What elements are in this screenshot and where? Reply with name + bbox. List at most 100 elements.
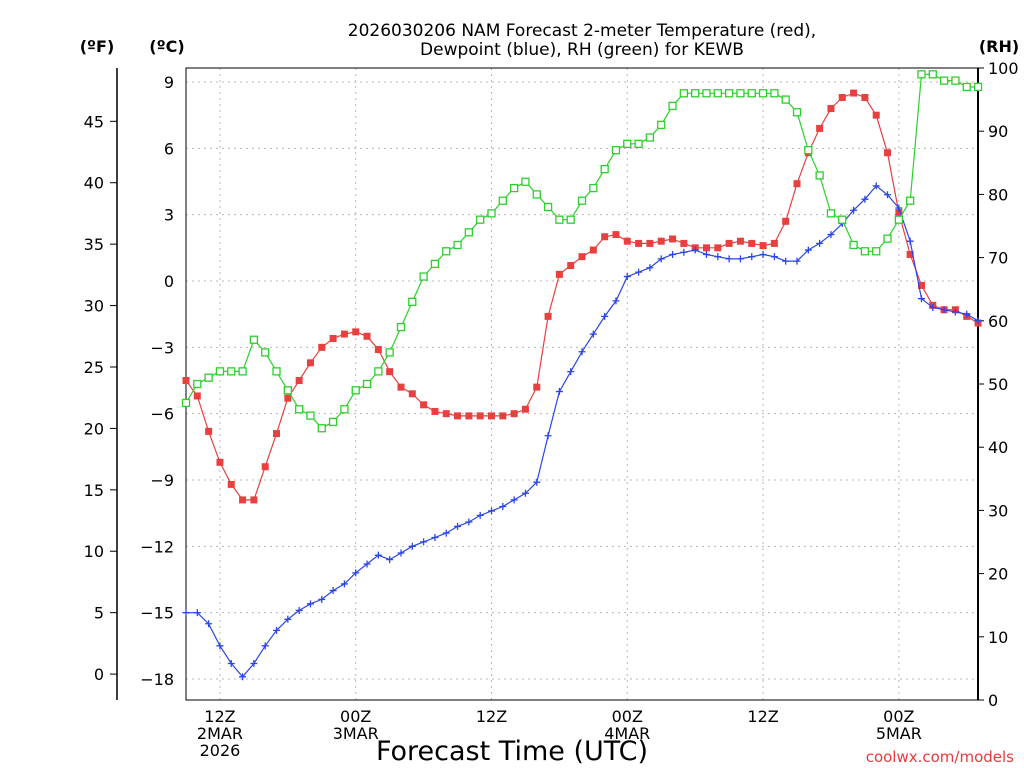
temperature-point [363,332,371,340]
rh-point [611,146,621,155]
dewpoint-point [352,569,360,577]
temperature-point [567,262,575,270]
temperature-point [612,231,620,239]
fahrenheit-tick-label: 10 [84,542,104,561]
rh-point [317,424,326,433]
rh-point [781,95,790,104]
rh-point [328,417,338,427]
temperature-point [601,233,609,241]
dewpoint-point [193,609,201,617]
temperature-point [216,458,224,466]
rh-point [476,215,485,224]
fahrenheit-tick-label: 25 [84,358,104,377]
rh-point [294,405,304,414]
temperature-point [488,412,496,420]
temperature-point [793,180,801,188]
rh-point [498,196,507,205]
rh-point [193,379,202,389]
temperature-point [770,239,778,247]
rh-point [894,215,903,224]
rh-point [792,108,802,117]
series-temperature [182,89,982,504]
temperature-point [465,412,473,420]
dewpoint-point [623,273,631,281]
rh-point [951,76,960,85]
temperature-point [374,346,382,354]
dewpoint-point [951,308,959,316]
dewpoint-point [306,600,314,608]
rh-point [408,297,417,306]
rh-point [351,386,360,395]
dewpoint-point [408,542,416,550]
fahrenheit-tick-label: 30 [84,297,104,316]
dewpoint-point [555,388,563,396]
temperature-point [454,412,462,420]
rh-tick-label: 80 [988,185,1008,204]
rh-point [238,367,247,376]
dewpoint-point [329,587,337,595]
dewpoint-point [669,250,677,258]
temperature-point [476,412,484,420]
x-tick-label: 12Z [747,707,778,726]
dewpoint-point [827,231,835,239]
temperature-point [227,480,235,488]
series-layer [181,70,983,681]
dewpoint-point [567,368,575,376]
temperature-point [917,281,925,289]
x-tick-label: 00Z [883,707,914,726]
x-tick-label: 00Z [612,707,643,726]
celsius-axis-unit: (ºC) [149,37,184,56]
rh-tick-label: 100 [988,59,1019,78]
dewpoint-point [635,268,643,276]
rh-point [600,164,609,174]
rh-point [521,177,530,186]
series-rh [181,70,983,433]
dewpoint-point [397,549,405,557]
temperature-point [397,383,405,391]
temperature-point [193,392,201,400]
rh-point [204,373,213,382]
x-tick-label: 2MAR [197,724,243,743]
rh-tick-label: 10 [988,628,1008,647]
dewpoint-point [646,264,654,272]
x-tick-label: 00Z [340,707,371,726]
temperature-point [250,496,258,504]
rh-point [713,89,722,98]
temperature-point [182,377,190,384]
temperature-point [736,237,744,245]
temperature-point [431,407,439,415]
dewpoint-point [929,304,937,312]
temperature-point [702,244,710,252]
temperature-point [895,208,903,216]
dewpoint-point [793,257,801,265]
dewpoint-point [770,253,778,261]
rh-point [396,322,406,332]
rh-point [215,367,225,376]
dewpoint-point [363,560,371,568]
dewpoint-point [284,615,292,623]
temperature-point [725,239,733,247]
temperature-point [239,496,247,504]
temperature-point [623,237,631,245]
rh-point [430,259,440,269]
x-tick-label: 3MAR [333,724,379,743]
rh-point [838,215,847,224]
dewpoint-point [544,432,552,440]
rh-tick-label: 0 [988,691,998,710]
celsius-tick-label: −18 [140,670,174,689]
fahrenheit-tick-label: 15 [84,481,104,500]
celsius-tick-label: −6 [150,405,174,424]
rh-point [747,89,756,98]
temperature-point [555,270,563,278]
dewpoint-point [227,660,235,668]
rh-tick-label: 70 [988,249,1008,268]
rh-point [589,183,598,193]
dewpoint-point [736,255,744,263]
fahrenheit-tick-label: 35 [84,235,104,254]
celsius-tick-label: 6 [164,139,174,158]
dewpoint-point [250,660,258,668]
rh-point [566,215,575,224]
rh-point [702,89,711,98]
celsius-tick-label: −12 [140,537,174,556]
